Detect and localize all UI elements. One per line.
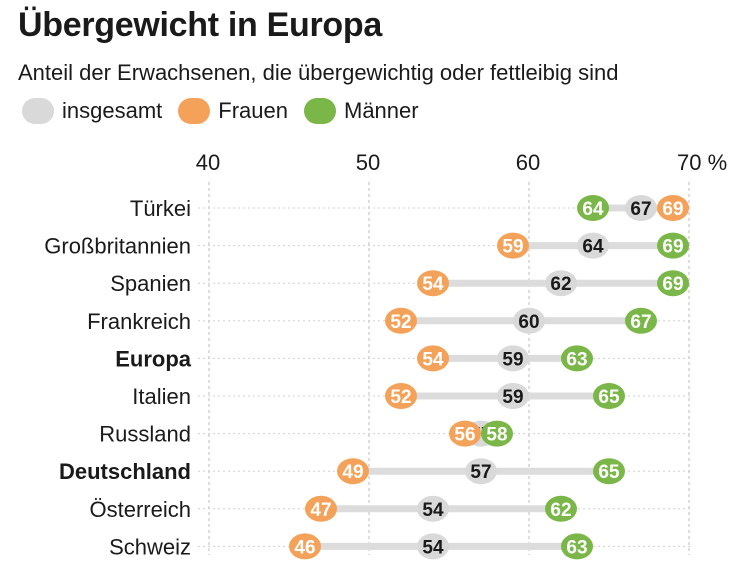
dot-label-insgesamt-deutschland: 57 (470, 462, 491, 483)
dot-insgesamt-frankreich (513, 307, 545, 334)
dot-label-maenner-grossbritannien: 69 (662, 237, 683, 258)
dot-maenner-russland (481, 420, 513, 447)
dot-label-insgesamt-tuerkei: 67 (630, 199, 651, 220)
dot-insgesamt-deutschland (465, 458, 497, 485)
dot-label-maenner-russland: 58 (486, 425, 507, 446)
dot-label-frauen-deutschland: 49 (342, 462, 363, 483)
category-label-europa: Europa (115, 346, 192, 371)
dot-maenner-spanien (657, 270, 689, 297)
legend-item-insgesamt: insgesamt (22, 98, 162, 124)
dot-label-frauen-italien: 52 (390, 387, 411, 408)
dot-insgesamt-europa (497, 345, 529, 372)
dot-label-frauen-tuerkei: 69 (662, 199, 683, 220)
dot-maenner-italien (593, 383, 625, 409)
category-label-deutschland: Deutschland (59, 459, 191, 484)
dot-label-frauen-grossbritannien: 59 (502, 237, 523, 258)
dot-label-insgesamt-grossbritannien: 64 (582, 237, 604, 258)
dot-insgesamt-tuerkei (625, 195, 657, 221)
legend-label-maenner: Männer (344, 98, 419, 123)
dot-frauen-tuerkei (657, 195, 689, 221)
category-label-frankreich: Frankreich (87, 309, 191, 334)
dot-label-insgesamt-schweiz: 54 (422, 537, 444, 558)
category-label-schweiz: Schweiz (109, 534, 191, 559)
dot-label-maenner-tuerkei: 64 (582, 199, 604, 220)
chart-subtitle: Anteil der Erwachsenen, die übergewichti… (18, 60, 619, 85)
dot-frauen-italien (385, 383, 417, 409)
dot-frauen-oesterreich (305, 495, 337, 522)
x-tick-label-60: 60 (516, 150, 540, 175)
dot-label-insgesamt-frankreich: 60 (518, 312, 539, 333)
dot-insgesamt-italien (497, 383, 529, 409)
dot-label-insgesamt-europa: 59 (502, 349, 523, 370)
dot-label-maenner-oesterreich: 62 (550, 500, 571, 521)
dot-frauen-frankreich (385, 307, 417, 334)
legend-swatch-frauen (178, 98, 211, 124)
legend: insgesamt Frauen Männer (22, 98, 427, 124)
dot-maenner-grossbritannien (657, 232, 689, 259)
dot-maenner-oesterreich (545, 495, 577, 522)
category-label-spanien: Spanien (110, 271, 191, 296)
legend-item-frauen: Frauen (178, 98, 288, 124)
dot-label-frauen-oesterreich: 47 (310, 500, 331, 521)
dot-label-maenner-deutschland: 65 (598, 462, 620, 483)
x-tick-label-50: 50 (356, 150, 380, 175)
dot-label-maenner-europa: 63 (566, 349, 587, 370)
dot-maenner-schweiz (561, 533, 593, 560)
category-label-russland: Russland (99, 422, 191, 447)
dot-frauen-grossbritannien (497, 232, 529, 259)
dot-maenner-europa (561, 345, 593, 372)
dot-frauen-deutschland (337, 458, 369, 485)
dot-insgesamt-grossbritannien (577, 232, 609, 259)
legend-label-frauen: Frauen (218, 98, 288, 123)
dot-label-insgesamt-oesterreich: 54 (422, 500, 444, 521)
category-label-grossbritannien: Großbritannien (44, 234, 191, 259)
dot-insgesamt-oesterreich (417, 495, 449, 522)
dot-frauen-russland (449, 420, 481, 447)
dot-frauen-europa (417, 345, 449, 372)
dot-label-maenner-schweiz: 63 (566, 537, 587, 558)
dot-frauen-spanien (417, 270, 449, 297)
x-tick-label-40: 40 (196, 150, 220, 175)
dot-label-frauen-spanien: 54 (422, 274, 444, 295)
dot-maenner-tuerkei (577, 195, 609, 221)
dot-insgesamt-schweiz (417, 533, 449, 560)
dot-maenner-frankreich (625, 307, 657, 334)
dot-label-insgesamt-italien: 59 (502, 387, 523, 408)
dot-label-maenner-frankreich: 67 (630, 312, 651, 333)
legend-swatch-insgesamt (22, 98, 54, 124)
x-tick-label-70: 70 % (677, 150, 727, 175)
dot-insgesamt-spanien (545, 270, 577, 297)
dot-label-maenner-italien: 65 (598, 387, 620, 408)
dot-label-frauen-russland: 56 (454, 425, 475, 446)
dot-label-insgesamt-spanien: 62 (550, 274, 571, 295)
category-label-italien: Italien (132, 384, 191, 409)
legend-swatch-maenner (304, 98, 336, 124)
dot-label-maenner-spanien: 69 (662, 274, 683, 295)
dot-label-frauen-frankreich: 52 (390, 312, 411, 333)
dot-label-frauen-schweiz: 46 (294, 537, 315, 558)
category-label-oesterreich: Österreich (90, 497, 191, 522)
dot-label-frauen-europa: 54 (422, 349, 444, 370)
category-label-tuerkei: Türkei (130, 196, 191, 221)
dot-frauen-schweiz (289, 533, 321, 560)
chart-title: Übergewicht in Europa (18, 6, 382, 44)
legend-label-insgesamt: insgesamt (62, 98, 163, 123)
dot-maenner-deutschland (593, 458, 625, 485)
legend-item-maenner: Männer (304, 98, 419, 124)
